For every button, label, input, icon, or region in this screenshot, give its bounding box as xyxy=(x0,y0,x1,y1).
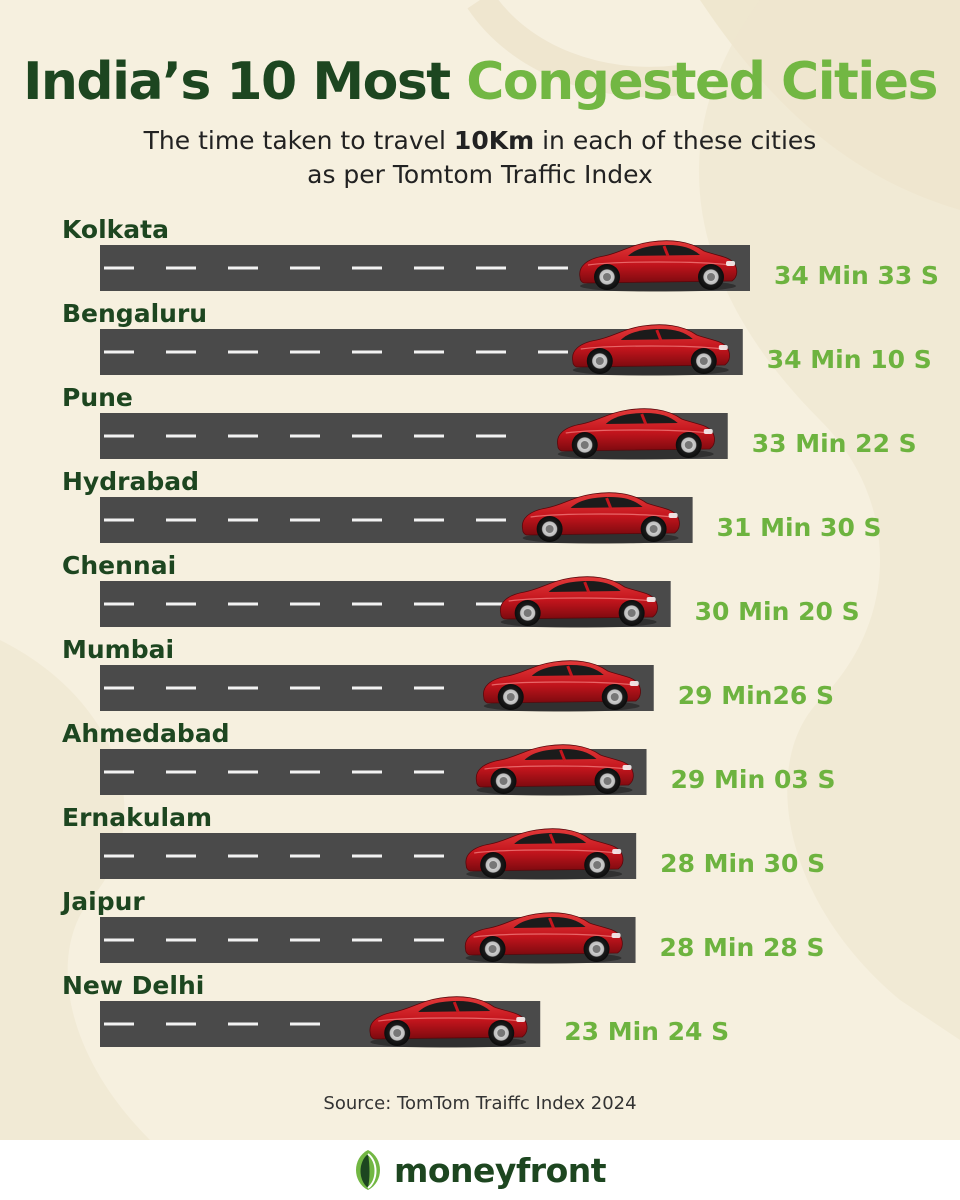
subtitle-post: in each of these cities xyxy=(542,126,817,155)
leaf-logo-icon xyxy=(356,1150,380,1190)
row-jaipur: Jaipur 28 Min 28 S xyxy=(60,887,825,966)
city-label: Hydrabad xyxy=(62,467,199,496)
lane-dashes xyxy=(104,938,444,942)
time-label: 28 Min 30 S xyxy=(660,849,825,878)
brand-name: moneyfront xyxy=(394,1150,607,1190)
time-label: 29 Min26 S xyxy=(678,681,834,710)
row-pune: Pune 33 Min 22 S xyxy=(62,383,917,462)
city-label: Kolkata xyxy=(62,215,169,244)
time-label: 29 Min 03 S xyxy=(671,765,836,794)
row-chennai: Chennai 30 Min 20 S xyxy=(62,551,860,630)
time-label: 33 Min 22 S xyxy=(752,429,917,458)
city-label: Ahmedabad xyxy=(62,719,230,748)
title-part1: India’s 10 Most xyxy=(23,52,451,112)
subtitle-line2: as per Tomtom Traffic Index xyxy=(307,160,653,189)
subtitle: The time taken to travel 10Km in each of… xyxy=(0,124,960,192)
footer: moneyfront xyxy=(0,1140,960,1200)
city-label: New Delhi xyxy=(62,971,204,1000)
lane-dashes xyxy=(104,602,506,606)
time-label: 28 Min 28 S xyxy=(660,933,825,962)
lane-dashes xyxy=(104,434,506,438)
row-mumbai: Mumbai 29 Min26 S xyxy=(62,635,834,714)
lane-dashes xyxy=(104,686,444,690)
subtitle-bold: 10Km xyxy=(453,126,535,155)
city-label: Pune xyxy=(62,383,133,412)
moneyfront-logo: moneyfront xyxy=(348,1148,607,1192)
city-label: Jaipur xyxy=(60,887,145,916)
time-label: 31 Min 30 S xyxy=(717,513,882,542)
lane-dashes xyxy=(104,770,444,774)
subtitle-pre: The time taken to travel xyxy=(143,126,446,155)
lane-dashes xyxy=(104,266,568,270)
row-ahmedabad: Ahmedabad 29 Min 03 S xyxy=(62,719,836,798)
row-hydrabad: Hydrabad 31 Min 30 S xyxy=(62,467,882,546)
lane-dashes xyxy=(104,518,506,522)
subtitle-line1: The time taken to travel 10Km in each of… xyxy=(0,124,960,158)
row-new-delhi: New Delhi 23 Min 24 S xyxy=(62,971,729,1050)
city-label: Mumbai xyxy=(62,635,174,664)
city-label: Ernakulam xyxy=(62,803,212,832)
source-note: Source: TomTom Traiffc Index 2024 xyxy=(323,1093,637,1114)
page-title: India’s 10 Most Congested Cities xyxy=(0,52,960,112)
time-label: 30 Min 20 S xyxy=(695,597,860,626)
lane-dashes xyxy=(104,854,444,858)
row-kolkata: Kolkata 34 Min 33 S xyxy=(62,215,939,294)
row-ernakulam: Ernakulam 28 Min 30 S xyxy=(62,803,825,882)
city-label: Bengaluru xyxy=(62,299,207,328)
chart-rows: Kolkata 34 Min 33 S Bengaluru 34 Min 10 S Pu… xyxy=(60,215,939,1050)
time-label: 23 Min 24 S xyxy=(564,1017,729,1046)
row-bengaluru: Bengaluru 34 Min 10 S xyxy=(62,299,932,378)
congestion-chart: Kolkata 34 Min 33 S Bengaluru 34 Min 10 S Pu… xyxy=(60,215,939,1050)
lane-dashes xyxy=(104,350,568,354)
time-label: 34 Min 10 S xyxy=(767,345,932,374)
city-label: Chennai xyxy=(62,551,176,580)
lane-dashes xyxy=(104,1022,320,1026)
time-label: 34 Min 33 S xyxy=(774,261,939,290)
title-part2: Congested Cities xyxy=(466,52,938,112)
